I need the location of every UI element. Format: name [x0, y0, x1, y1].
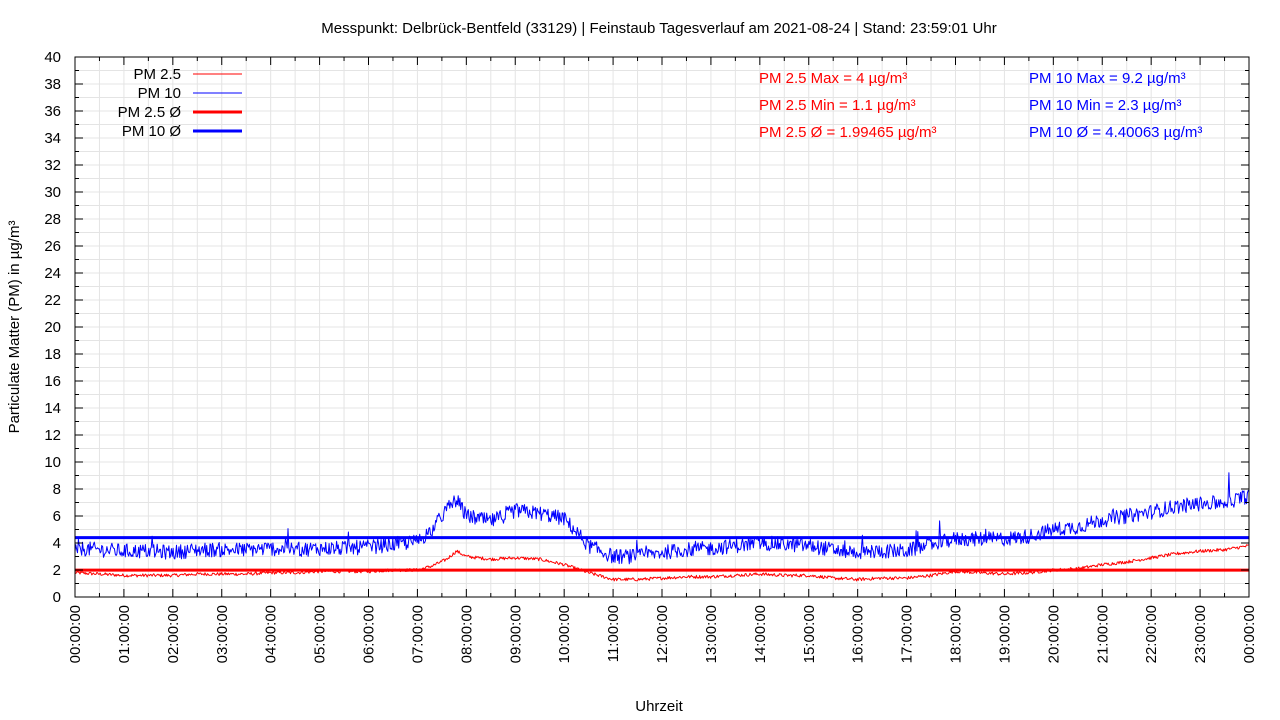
y-tick-label: 26: [44, 238, 61, 255]
series-line-1: [74, 472, 1250, 565]
x-tick-label: 17:00:00: [899, 605, 916, 663]
y-tick-label: 28: [44, 211, 61, 228]
y-axis-label: Particulate Matter (PM) in µg/m³: [6, 221, 23, 434]
y-tick-label: 30: [44, 184, 61, 201]
x-tick-label: 16:00:00: [850, 605, 867, 663]
x-axis-label: Uhrzeit: [635, 698, 683, 715]
x-tick-label: 09:00:00: [507, 605, 524, 663]
y-tick-label: 40: [44, 49, 61, 66]
y-tick-label: 18: [44, 346, 61, 363]
series-layer: [74, 472, 1250, 582]
x-tick-label: 04:00:00: [263, 605, 280, 663]
y-tick-label: 2: [53, 562, 61, 579]
x-tick-label: 20:00:00: [1045, 605, 1062, 663]
legend: PM 2.5 PM 10 PM 2.5 Ø PM 10 Ø: [118, 66, 242, 140]
legend-label: PM 2.5 Ø: [118, 104, 182, 121]
y-tick-label: 32: [44, 157, 61, 174]
y-tick-label: 22: [44, 292, 61, 309]
stat-annotation: PM 2.5 Max = 4 µg/m³: [759, 70, 907, 87]
y-tick-label: 12: [44, 427, 61, 444]
x-tick-label: 14:00:00: [752, 605, 769, 663]
y-tick-label: 0: [53, 589, 61, 606]
y-tick-label: 14: [44, 400, 61, 417]
x-tick-label: 22:00:00: [1143, 605, 1160, 663]
y-tick-label: 6: [53, 508, 61, 525]
stats-annotations: PM 2.5 Max = 4 µg/m³ PM 2.5 Min = 1.1 µg/…: [759, 70, 1202, 141]
x-tick-label: 08:00:00: [458, 605, 475, 663]
y-tick-label: 24: [44, 265, 61, 282]
x-tick-label: 07:00:00: [409, 605, 426, 663]
x-tick-label: 19:00:00: [996, 605, 1013, 663]
stat-annotation: PM 2.5 Min = 1.1 µg/m³: [759, 97, 916, 114]
tick-marks: [74, 56, 1250, 598]
legend-label: PM 2.5: [133, 66, 181, 83]
y-tick-label: 4: [53, 535, 61, 552]
x-tick-label: 13:00:00: [703, 605, 720, 663]
x-tick-label: 23:00:00: [1192, 605, 1209, 663]
x-tick-label: 01:00:00: [116, 605, 133, 663]
y-tick-label: 36: [44, 103, 61, 120]
x-tick-label: 00:00:00: [67, 605, 84, 663]
x-tick-label: 03:00:00: [214, 605, 231, 663]
x-tick-label: 05:00:00: [312, 605, 329, 663]
y-tick-label: 38: [44, 76, 61, 93]
grid: [75, 57, 1249, 597]
x-tick-label: 00:00:00: [1241, 605, 1258, 663]
stat-annotation: PM 10 Max = 9.2 µg/m³: [1029, 70, 1186, 87]
x-tick-label: 10:00:00: [556, 605, 573, 663]
x-tick-label: 11:00:00: [605, 605, 622, 662]
y-tick-label: 16: [44, 373, 61, 390]
x-tick-label: 21:00:00: [1094, 605, 1111, 663]
y-tick-label: 8: [53, 481, 61, 498]
x-tick-labels: 00:00:00 01:00:00 02:00:00 03:00:00 04:00:00…: [67, 605, 1258, 663]
y-tick-label: 20: [44, 319, 61, 336]
x-tick-label: 12:00:00: [654, 605, 671, 663]
stat-annotation: PM 10 Min = 2.3 µg/m³: [1029, 97, 1181, 114]
stat-annotation: PM 10 Ø = 4.40063 µg/m³: [1029, 124, 1202, 141]
x-tick-label: 15:00:00: [801, 605, 818, 663]
x-tick-label: 02:00:00: [165, 605, 182, 663]
chart-title: Messpunkt: Delbrück-Bentfeld (33129) | F…: [321, 20, 996, 37]
x-tick-label: 06:00:00: [361, 605, 378, 663]
y-tick-label: 34: [44, 130, 61, 147]
legend-label: PM 10 Ø: [122, 123, 182, 140]
stat-annotation: PM 2.5 Ø = 1.99465 µg/m³: [759, 124, 936, 141]
y-tick-label: 10: [44, 454, 61, 471]
x-tick-label: 18:00:00: [948, 605, 965, 663]
legend-label: PM 10: [138, 85, 181, 102]
